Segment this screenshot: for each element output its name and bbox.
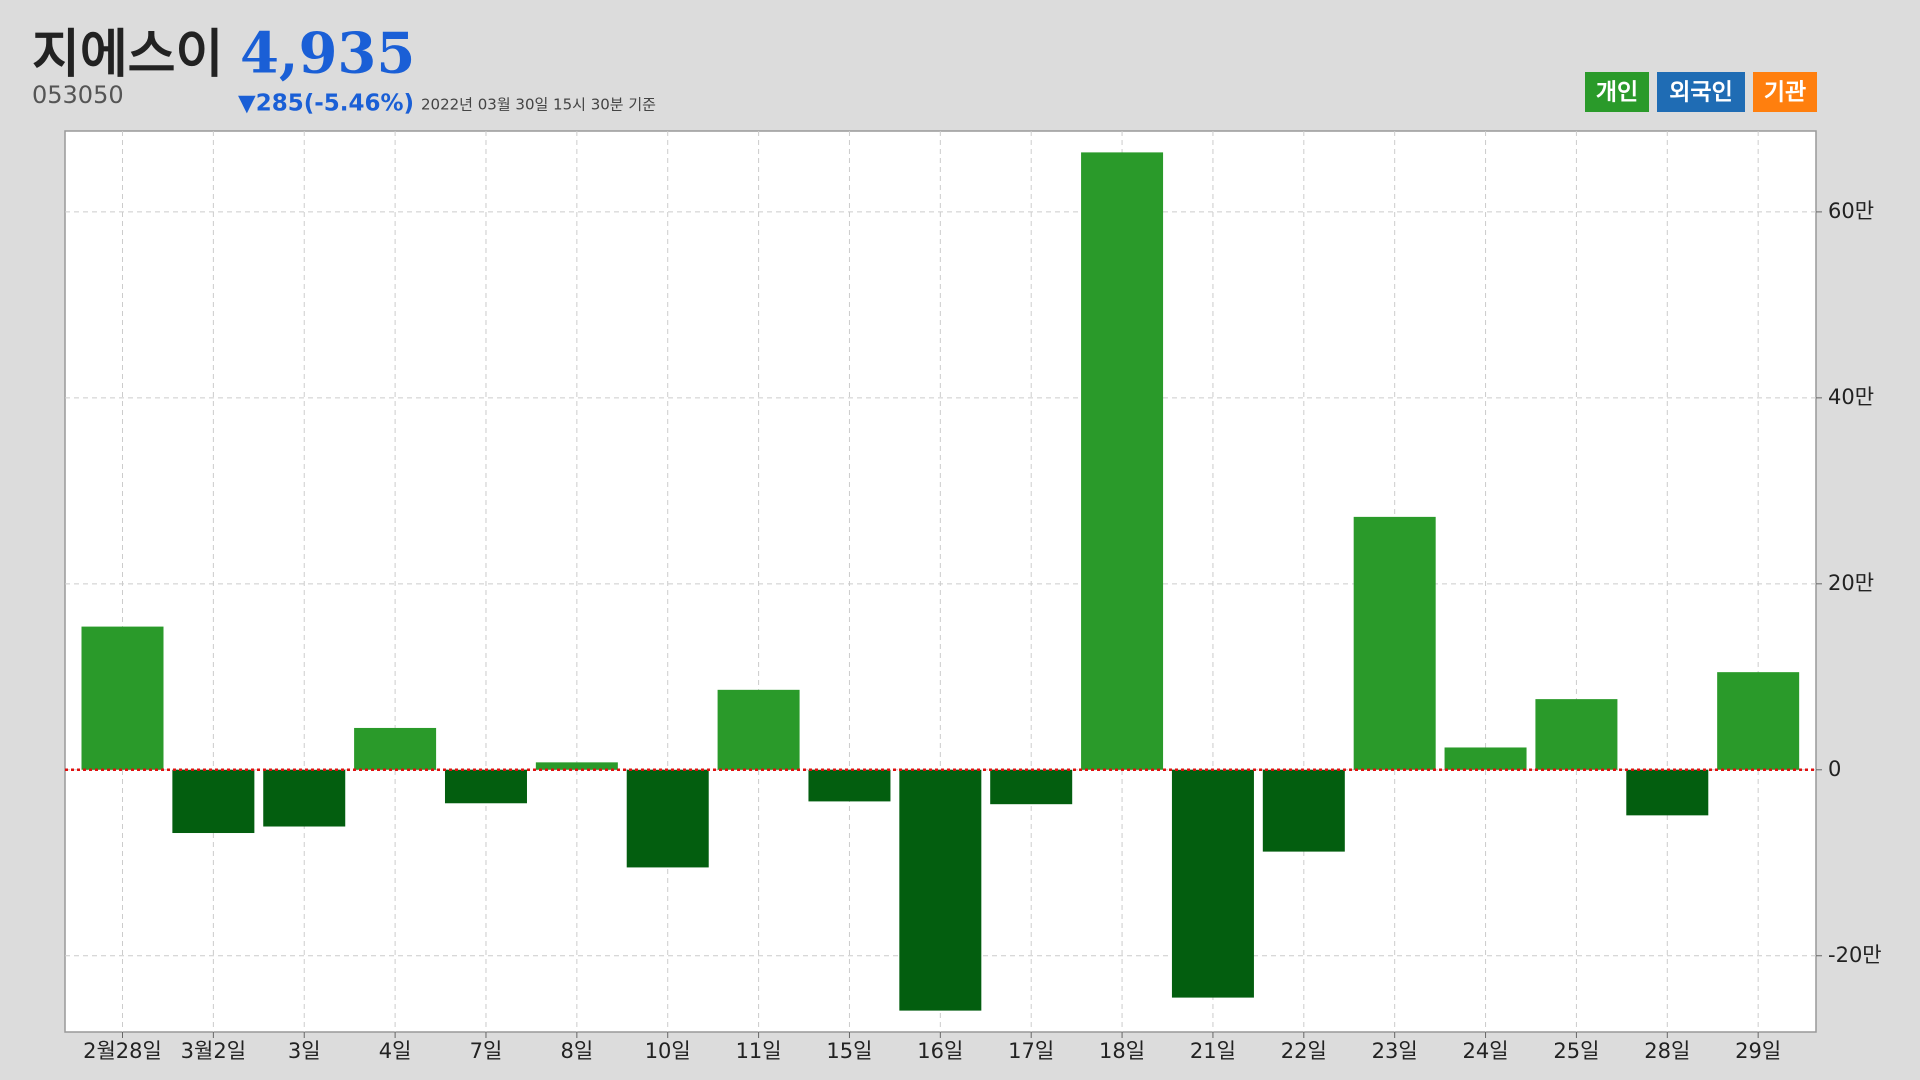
x-tick-label: 4일 bbox=[379, 1039, 412, 1063]
stock-name: 지에스이 bbox=[32, 25, 223, 85]
stock-price: 4,935 bbox=[240, 21, 415, 87]
legend-label[interactable]: 외국인 bbox=[1669, 80, 1732, 106]
legend: 기관 외국인 개인 bbox=[1585, 72, 1817, 112]
bar bbox=[1171, 769, 1254, 998]
bar bbox=[1353, 516, 1436, 770]
bar bbox=[1717, 672, 1800, 770]
bar bbox=[808, 769, 891, 802]
x-tick-label: 11일 bbox=[736, 1039, 782, 1063]
x-tick-label: 17일 bbox=[1008, 1039, 1054, 1063]
bar bbox=[354, 727, 437, 770]
x-tick-label: 25일 bbox=[1553, 1039, 1599, 1063]
legend-button[interactable] bbox=[1657, 72, 1745, 112]
legend-label[interactable]: 기관 bbox=[1764, 80, 1806, 106]
bar bbox=[535, 762, 618, 770]
y-tick-label: -20만 bbox=[1828, 943, 1882, 967]
y-tick-label: 20만 bbox=[1828, 571, 1874, 595]
bar bbox=[1535, 699, 1618, 770]
timestamp: 2022년 03월 30일 15시 30분 기준 bbox=[421, 96, 656, 114]
x-tick-label: 18일 bbox=[1099, 1039, 1145, 1063]
x-tick-label: 23일 bbox=[1372, 1039, 1418, 1063]
bar bbox=[263, 769, 346, 827]
legend-button[interactable] bbox=[1753, 72, 1817, 112]
y-tick-label: 60만 bbox=[1828, 199, 1874, 223]
price-change: ▼285(-5.46%) bbox=[238, 91, 414, 117]
x-tick-label: 16일 bbox=[917, 1039, 963, 1063]
bar bbox=[1444, 747, 1527, 770]
x-tick-label: 10일 bbox=[645, 1039, 691, 1063]
bar bbox=[899, 769, 982, 1011]
stock-code: 053050 bbox=[32, 81, 124, 109]
x-tick-label: 7일 bbox=[470, 1039, 503, 1063]
legend-label[interactable]: 개인 bbox=[1596, 80, 1638, 106]
x-tick-label: 29일 bbox=[1735, 1039, 1781, 1063]
bar bbox=[990, 769, 1073, 805]
bar bbox=[1081, 152, 1164, 770]
bar bbox=[717, 689, 800, 770]
x-tick-label: 2월28일 bbox=[83, 1039, 162, 1063]
bar bbox=[1626, 769, 1709, 816]
x-tick-label: 3월2일 bbox=[181, 1039, 246, 1063]
x-tick-label: 21일 bbox=[1190, 1039, 1236, 1063]
x-tick-label: 24일 bbox=[1463, 1039, 1509, 1063]
x-tick-label: 22일 bbox=[1281, 1039, 1327, 1063]
y-tick-label: 0 bbox=[1828, 757, 1841, 781]
bar bbox=[444, 769, 527, 804]
x-tick-label: 28일 bbox=[1644, 1039, 1690, 1063]
bar bbox=[1262, 769, 1345, 852]
x-tick-label: 3일 bbox=[288, 1039, 321, 1063]
bar bbox=[172, 769, 255, 834]
x-tick-label: 15일 bbox=[826, 1039, 872, 1063]
x-tick-label: 8일 bbox=[561, 1039, 594, 1063]
bar bbox=[81, 626, 164, 770]
bar bbox=[626, 769, 709, 868]
y-tick-label: 40만 bbox=[1828, 385, 1874, 409]
legend-button[interactable] bbox=[1585, 72, 1649, 112]
